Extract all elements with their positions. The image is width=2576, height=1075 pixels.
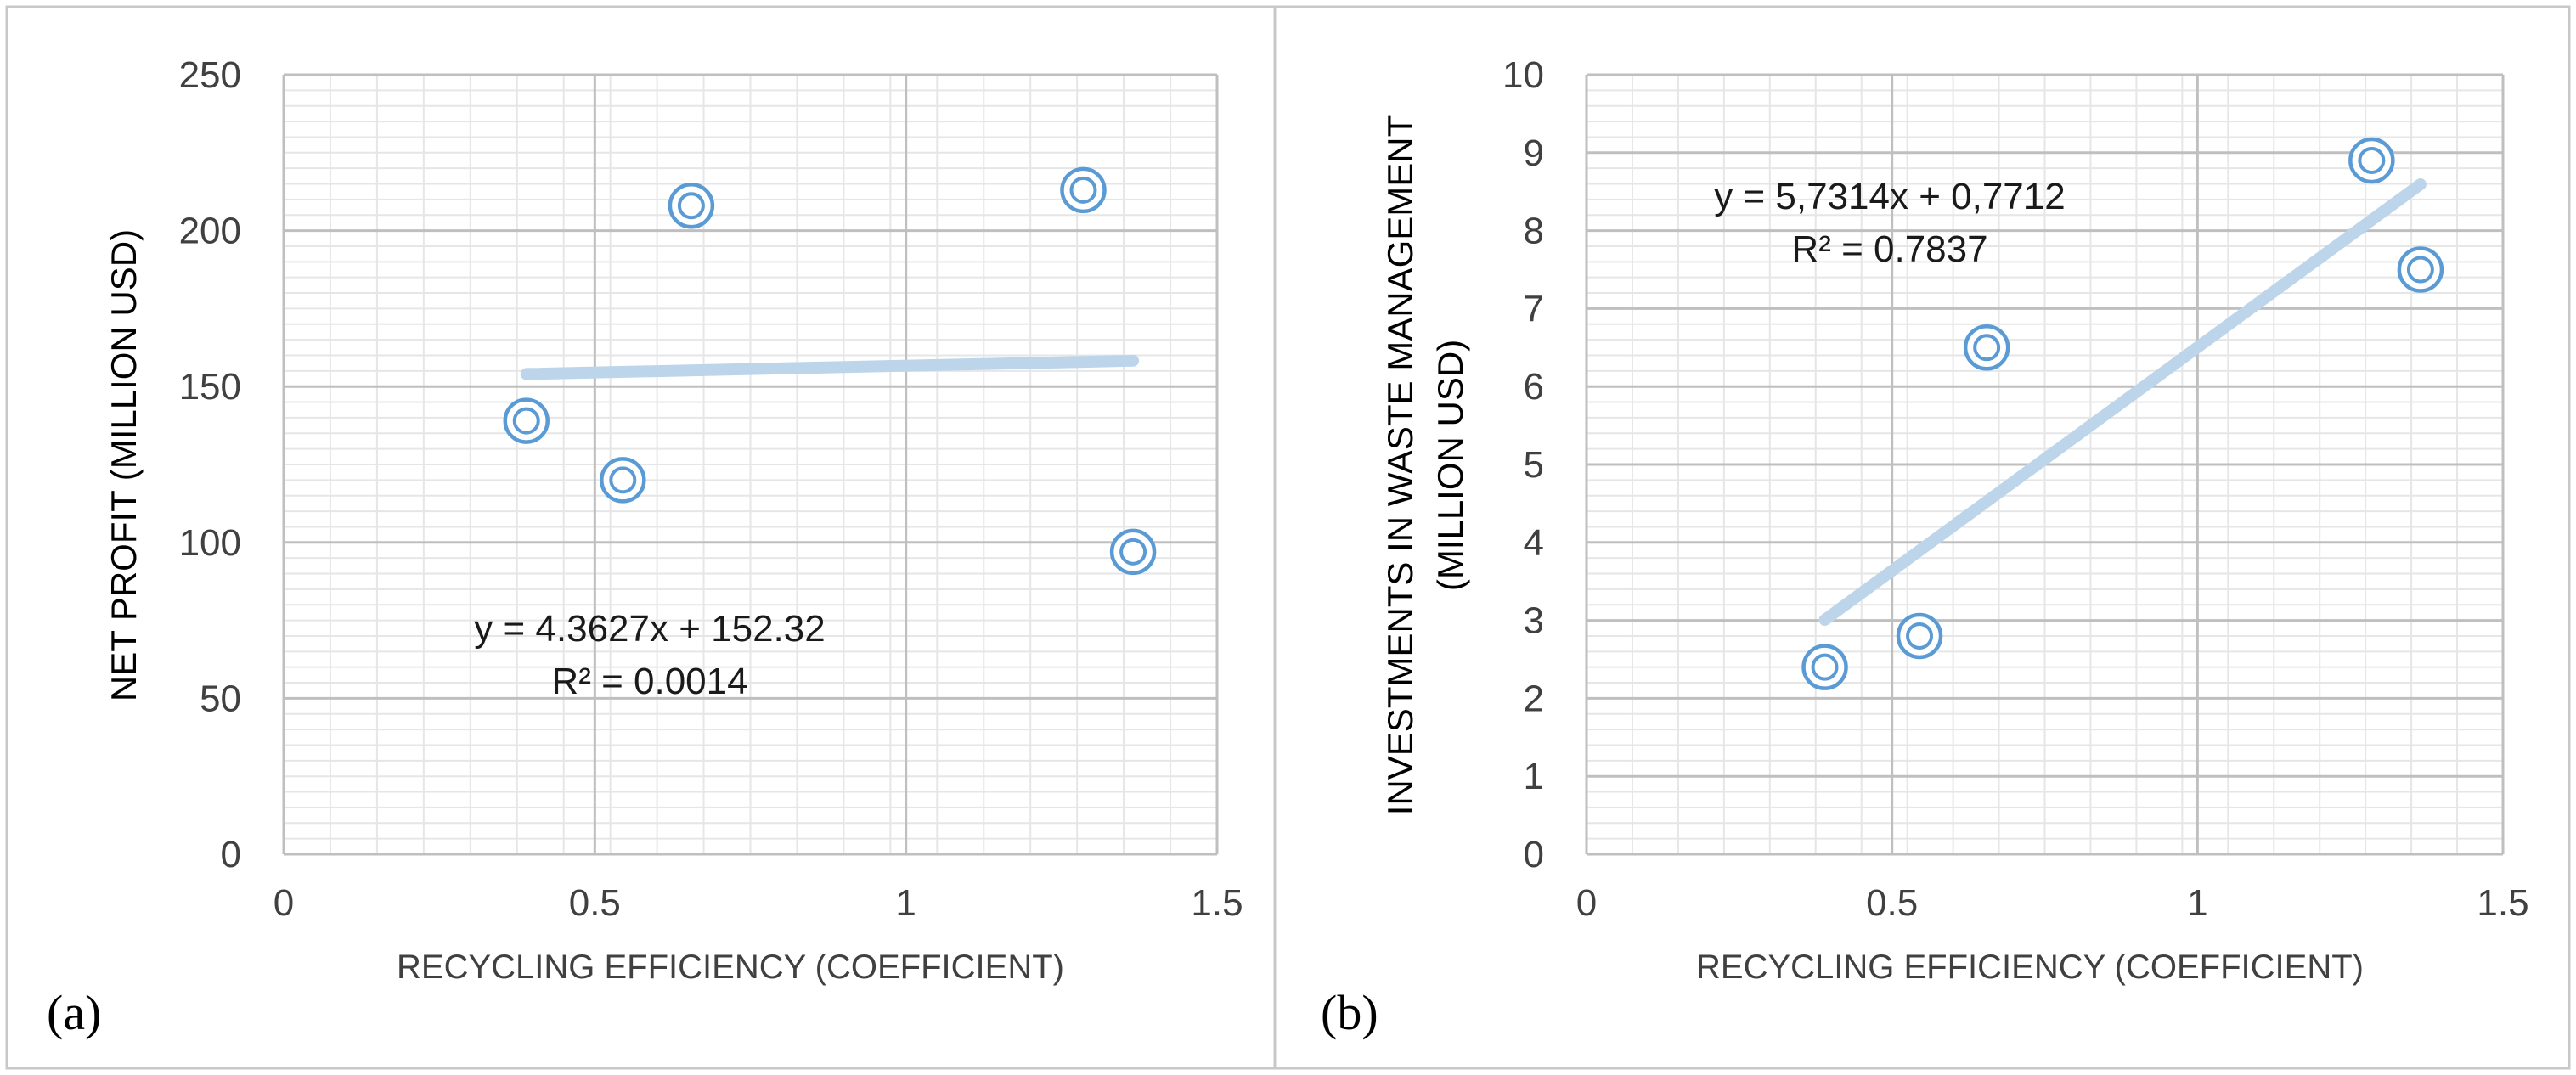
chart-b-x-tick-label: 0: [1576, 882, 1597, 924]
chart-a-data-point: [1109, 528, 1157, 576]
chart-a-y-tick-label: 50: [200, 678, 241, 719]
chart-b-data-point: [2397, 246, 2444, 293]
chart-a-y-tick-label: 200: [179, 211, 241, 252]
chart-a-point-inner-ring: [1069, 176, 1097, 204]
chart-b-y-tick-label: 0: [1524, 834, 1544, 875]
chart-a-point-inner-ring: [609, 466, 637, 494]
chart-b-point-inner-ring: [2406, 256, 2434, 284]
chart-a-point-inner-ring: [512, 407, 540, 435]
chart-b-y-tick-label: 3: [1524, 600, 1544, 642]
chart-b-y-tick-label: 8: [1524, 211, 1544, 252]
chart-b-data-point: [1963, 324, 2010, 371]
chart-a-x-tick-label: 1.5: [1191, 882, 1243, 924]
chart-b-panel-label: (b): [1321, 985, 1378, 1040]
chart-b-y-tick-label: 9: [1524, 132, 1544, 174]
chart-b-y-tick-label: 1: [1524, 756, 1544, 797]
chart-a-y-tick-label: 0: [221, 834, 241, 875]
chart-a-panel-label: (a): [47, 985, 101, 1040]
chart-b-y-axis-label-line2: (MILLION USD): [1430, 340, 1470, 591]
chart-a-major-grid: [282, 73, 1219, 856]
chart-a-y-tick-label: 100: [179, 522, 241, 564]
chart-b-trendline: [1818, 178, 2427, 627]
chart-b-point-inner-ring: [1906, 622, 1934, 650]
chart-b-y-tick-labels: 0 1 2 3 4 5 6 7 8 9 10: [1502, 54, 1544, 875]
chart-b-y-tick-label: 10: [1502, 54, 1544, 96]
chart-a-x-tick-label: 0.5: [569, 882, 621, 924]
chart-a-trendline: [520, 354, 1140, 380]
chart-b-trendline-line: [1818, 178, 2427, 627]
chart-a-data-point: [600, 457, 646, 504]
chart-a: 0 50 100 150 200 250 0 0.5 1 1.5 RECYCLING EFFIC…: [47, 54, 1243, 1040]
chart-b-equation: y = 5,7314x + 0,7712: [1714, 176, 2065, 217]
chart-b-x-tick-label: 1: [2187, 882, 2207, 924]
chart-a-x-tick-label: 1: [895, 882, 916, 924]
chart-b-y-tick-label: 5: [1524, 444, 1544, 486]
chart-a-y-tick-labels: 0 50 100 150 200 250: [179, 54, 241, 875]
chart-a-equation: y = 4.3627x + 152.32: [474, 608, 825, 650]
chart-b-r-squared: R² = 0.7837: [1791, 228, 1987, 270]
chart-b-major-grid: [1585, 73, 2505, 856]
chart-b-y-tick-label: 7: [1524, 288, 1544, 329]
chart-b-point-inner-ring: [1811, 653, 1839, 681]
chart-b-y-tick-label: 6: [1524, 366, 1544, 408]
chart-b-points: [1801, 137, 2444, 690]
chart-b-point-inner-ring: [1973, 334, 2001, 362]
chart-b-x-tick-labels: 0 0.5 1 1.5: [1576, 882, 2529, 924]
chart-a-data-point: [668, 182, 715, 229]
chart-b-y-tick-label: 2: [1524, 678, 1544, 719]
chart-a-point-inner-ring: [1119, 538, 1147, 566]
chart-b-y-tick-label: 4: [1524, 522, 1544, 564]
chart-b-x-tick-label: 1.5: [2477, 882, 2528, 924]
chart-a-x-tick-label: 0: [273, 882, 294, 924]
chart-b: 0 1 2 3 4 5 6 7 8 9 10 0 0.5 1 1.5 RECYCLING EFFICIEN…: [1321, 54, 2529, 1040]
chart-b-data-point: [2348, 137, 2395, 184]
chart-a-x-axis-label: RECYCLING EFFICIENCY (COEFFICIENT): [397, 948, 1064, 986]
chart-a-r-squared: R² = 0.0014: [551, 661, 747, 702]
chart-a-points: [503, 166, 1157, 576]
chart-b-x-tick-label: 0.5: [1866, 882, 1918, 924]
chart-a-data-point: [1060, 166, 1107, 214]
chart-a-data-point: [503, 397, 550, 444]
chart-b-point-inner-ring: [2358, 146, 2386, 174]
chart-b-y-axis-label-line1: INVESTMENTS IN WASTE MANAGEMENT: [1380, 115, 1420, 816]
chart-a-y-tick-label: 150: [179, 366, 241, 408]
chart-a-y-axis-label: NET PROFIT (MILLION USD): [104, 229, 144, 701]
chart-b-x-axis-label: RECYCLING EFFICIENCY (COEFFICIENT): [1696, 948, 2364, 986]
chart-a-point-inner-ring: [677, 192, 705, 220]
chart-a-trendline-line: [520, 354, 1140, 380]
chart-b-data-point: [1801, 644, 1848, 690]
chart-b-data-point: [1896, 612, 1943, 660]
chart-a-x-tick-labels: 0 0.5 1 1.5: [273, 882, 1243, 924]
chart-a-y-tick-label: 250: [179, 54, 241, 96]
